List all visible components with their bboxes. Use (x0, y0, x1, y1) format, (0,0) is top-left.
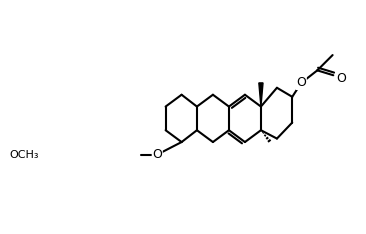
Text: O: O (296, 77, 306, 89)
Polygon shape (259, 83, 263, 106)
Text: OCH₃: OCH₃ (10, 150, 39, 160)
Text: O: O (336, 73, 346, 85)
Text: O: O (152, 148, 162, 161)
